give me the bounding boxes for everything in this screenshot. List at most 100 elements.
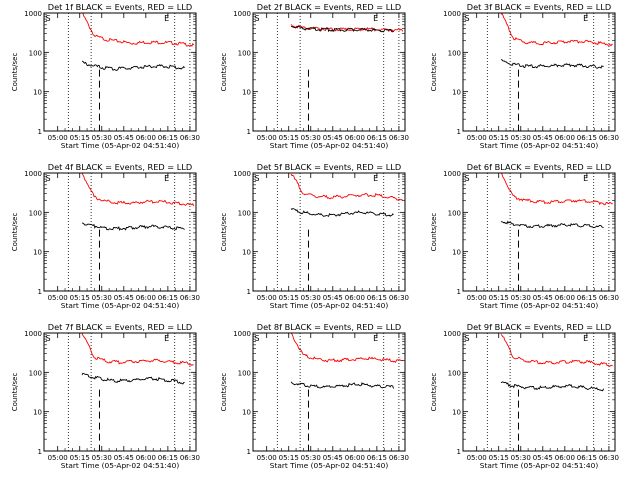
lld-series-line: [290, 332, 403, 364]
y-tick-label: 1000: [24, 170, 42, 178]
y-tick-label: 1000: [24, 330, 42, 338]
x-tick-label: 05:15: [489, 454, 509, 462]
y-tick-label: 100: [448, 369, 461, 377]
end-marker: E: [373, 174, 378, 183]
x-tick-label: 06:15: [367, 454, 387, 462]
start-marker: S: [255, 14, 260, 23]
panel-9: Det 9f BLACK = Events, RED = LLD 1 10 100 10…: [430, 322, 619, 470]
x-axis-label: Start Time (05-Apr-02 04:51:40): [270, 301, 389, 310]
events-series-line: [82, 60, 185, 71]
x-tick-label: 05:15: [489, 294, 509, 302]
y-tick-label: 10: [452, 409, 461, 417]
y-tick-label: 100: [238, 49, 251, 57]
y-axis-label: Counts/sec: [11, 53, 19, 92]
y-tick-label: 1000: [233, 10, 251, 18]
panel-title: Det 8f BLACK = Events, RED = LLD: [257, 322, 401, 332]
x-tick-label: 05:30: [92, 454, 112, 462]
y-tick-label: 1000: [233, 170, 251, 178]
panel-7: Det 7f BLACK = Events, RED = LLD 1 10 100 10…: [11, 322, 200, 470]
panel-title: Det 2f BLACK = Events, RED = LLD: [257, 2, 401, 12]
x-tick-label: 06:30: [180, 294, 200, 302]
y-axis-label: Counts/sec: [220, 53, 228, 92]
end-marker: E: [583, 334, 588, 343]
x-tick-label: 06:15: [577, 294, 597, 302]
start-marker: S: [465, 334, 470, 343]
y-tick-label: 1: [38, 448, 42, 456]
y-tick-label: 100: [29, 369, 42, 377]
x-tick-label: 05:45: [533, 134, 553, 142]
x-tick-label: 06:00: [345, 294, 365, 302]
events-series-line: [290, 25, 394, 33]
panel-6: Det 6f BLACK = Events, RED = LLD 1 10 100 10…: [430, 162, 619, 310]
x-tick-label: 05:15: [70, 134, 90, 142]
x-tick-label: 06:15: [367, 134, 387, 142]
lld-series-line: [81, 172, 195, 207]
start-marker: S: [465, 174, 470, 183]
events-series-line: [500, 59, 604, 69]
start-marker: S: [255, 334, 260, 343]
end-marker: E: [583, 174, 588, 183]
y-tick-label: 1000: [233, 330, 251, 338]
events-series-line: [81, 372, 185, 385]
panel-title: Det 3f BLACK = Events, RED = LLD: [467, 2, 611, 12]
events-series-line: [290, 208, 394, 217]
x-tick-label: 05:15: [279, 454, 299, 462]
x-axis-label: Start Time (05-Apr-02 04:51:40): [270, 461, 389, 470]
y-tick-label: 100: [29, 209, 42, 217]
x-tick-label: 06:00: [136, 134, 156, 142]
y-tick-label: 1: [247, 288, 251, 296]
x-tick-label: 05:30: [301, 134, 321, 142]
panel-2: Det 2f BLACK = Events, RED = LLD 1 10 100 10…: [220, 2, 409, 150]
x-tick-label: 05:15: [489, 134, 509, 142]
panel-5: Det 5f BLACK = Events, RED = LLD 1 10 100 10…: [220, 162, 409, 310]
y-tick-label: 1000: [443, 10, 461, 18]
x-tick-label: 05:00: [467, 134, 487, 142]
panel-8: Det 8f BLACK = Events, RED = LLD 1 10 100 10…: [220, 322, 409, 470]
y-tick-label: 10: [242, 249, 251, 257]
x-tick-label: 06:30: [599, 294, 619, 302]
x-tick-label: 05:30: [511, 454, 531, 462]
y-tick-label: 10: [452, 249, 461, 257]
x-tick-label: 05:00: [257, 134, 277, 142]
panel-title: Det 6f BLACK = Events, RED = LLD: [467, 162, 611, 172]
y-tick-label: 100: [238, 369, 251, 377]
y-tick-label: 1: [38, 128, 42, 136]
x-tick-label: 05:30: [92, 134, 112, 142]
panel-3: Det 3f BLACK = Events, RED = LLD 1 10 100 10…: [430, 2, 619, 150]
start-marker: S: [465, 14, 470, 23]
x-tick-label: 05:15: [279, 294, 299, 302]
y-tick-label: 10: [452, 89, 461, 97]
panel-1: Det 1f BLACK = Events, RED = LLD 1 10 100 10…: [11, 2, 200, 150]
x-tick-label: 06:15: [577, 134, 597, 142]
y-axis-label: Counts/sec: [11, 213, 19, 252]
events-series-line: [290, 381, 395, 389]
x-tick-label: 05:00: [257, 454, 277, 462]
start-marker: S: [46, 334, 51, 343]
x-tick-label: 06:00: [345, 134, 365, 142]
y-tick-label: 10: [242, 409, 251, 417]
panel-title: Det 1f BLACK = Events, RED = LLD: [48, 2, 192, 12]
plot-frame: [43, 12, 197, 132]
x-tick-label: 06:30: [180, 134, 200, 142]
y-tick-label: 10: [242, 89, 251, 97]
x-tick-label: 06:15: [158, 294, 178, 302]
x-tick-label: 05:45: [323, 454, 343, 462]
x-tick-label: 06:30: [599, 134, 619, 142]
x-tick-label: 05:45: [114, 454, 134, 462]
lld-series-line: [500, 13, 613, 47]
x-tick-label: 06:15: [158, 134, 178, 142]
y-tick-label: 10: [33, 409, 42, 417]
x-tick-label: 05:00: [257, 294, 277, 302]
x-tick-label: 06:30: [180, 454, 200, 462]
y-axis-label: Counts/sec: [220, 373, 228, 412]
x-tick-label: 05:45: [533, 454, 553, 462]
x-tick-label: 06:30: [389, 454, 409, 462]
x-tick-label: 05:00: [48, 294, 68, 302]
plot-frame: [43, 172, 197, 292]
x-tick-label: 06:00: [136, 294, 156, 302]
x-tick-label: 05:15: [70, 454, 90, 462]
x-axis-label: Start Time (05-Apr-02 04:51:40): [480, 301, 599, 310]
y-tick-label: 1: [457, 448, 461, 456]
x-tick-label: 05:30: [511, 294, 531, 302]
x-tick-label: 05:15: [279, 134, 299, 142]
